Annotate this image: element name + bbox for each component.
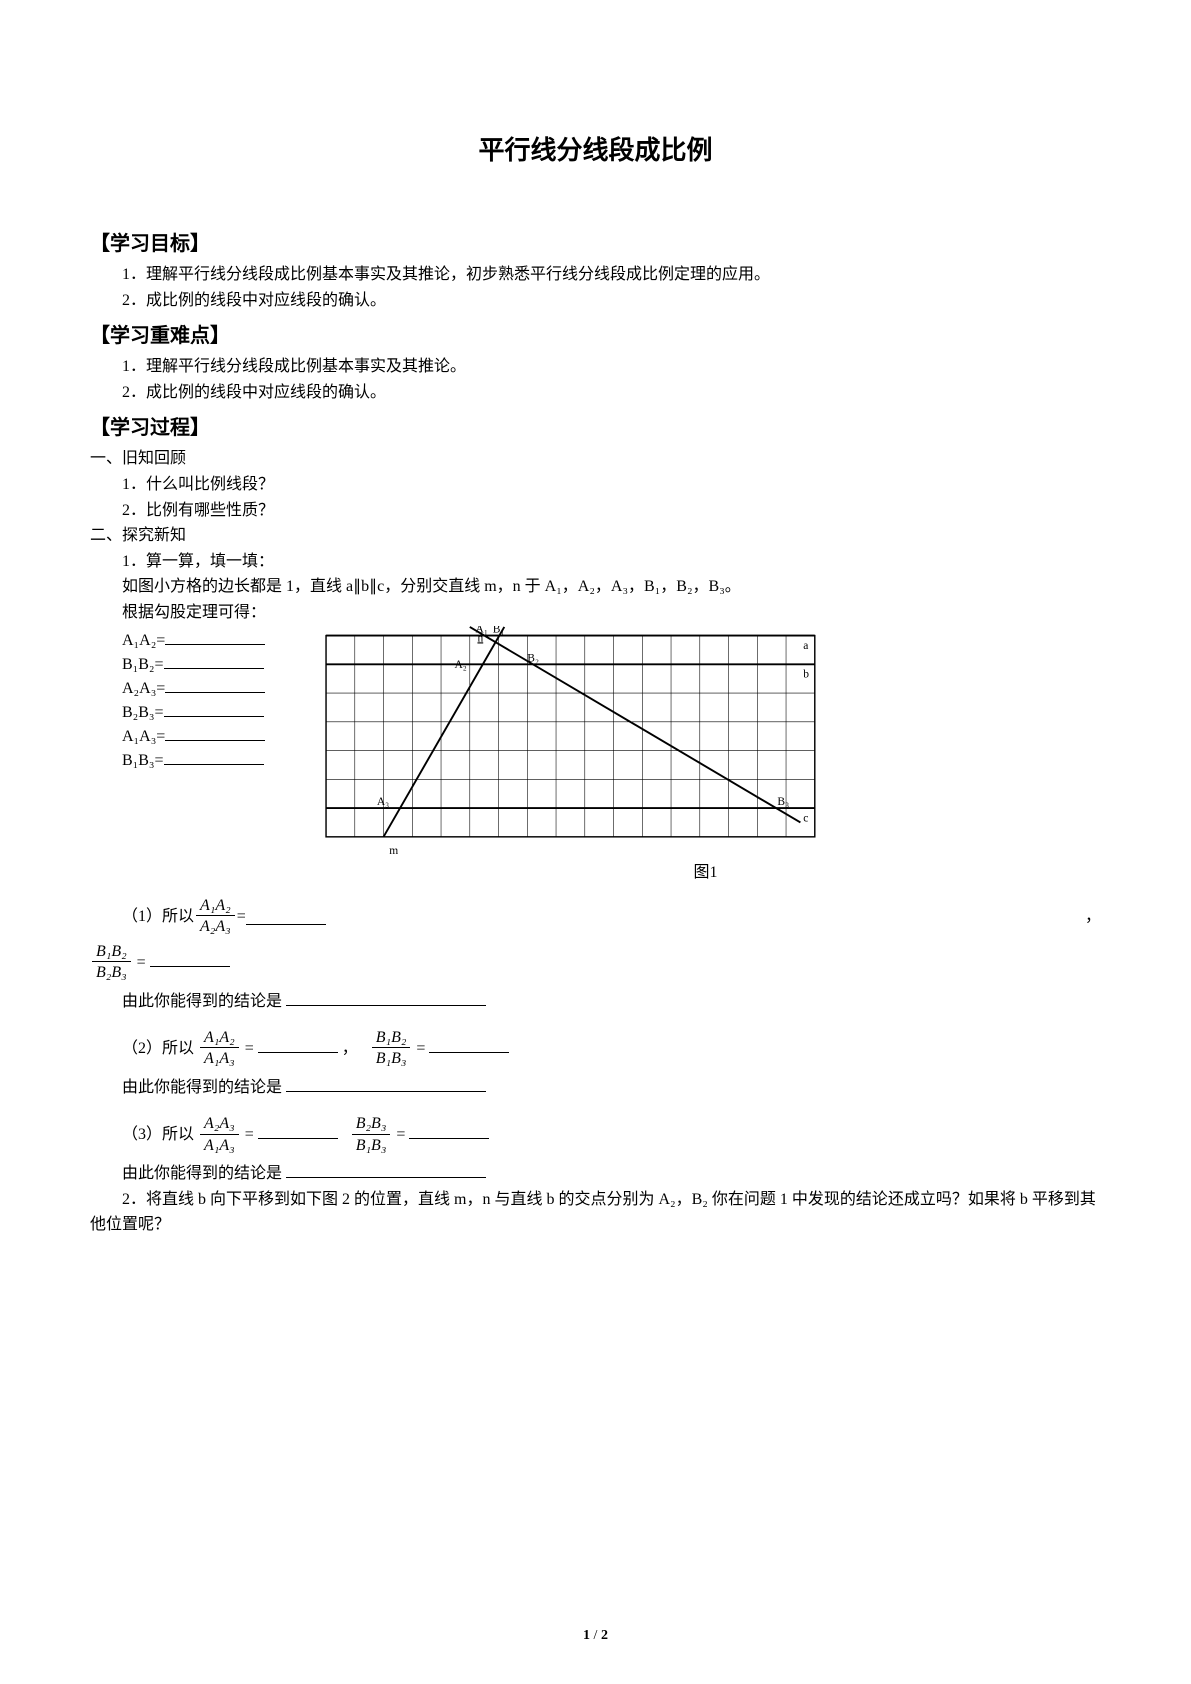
equals-sign: = — [416, 1040, 425, 1057]
goal-2: 2．成比例的线段中对应线段的确认。 — [90, 288, 1101, 314]
blank-input[interactable] — [165, 724, 265, 741]
blank-input[interactable] — [258, 1122, 338, 1139]
pythag-note: 根据勾股定理可得： — [90, 600, 1101, 626]
review-q1: 1．什么叫比例线段？ — [90, 472, 1101, 498]
conclusion-label: 由此你能得到的结论是 — [122, 1165, 282, 1182]
fill-a2a3: A₂A₃= — [122, 676, 290, 698]
fill-label: A₁A₃= — [122, 728, 165, 745]
blank-input[interactable] — [286, 1161, 486, 1178]
goals-heading: 【学习目标】 — [90, 227, 1101, 256]
conclusion-2: 由此你能得到的结论是 — [90, 1075, 1101, 1101]
blank-input[interactable] — [246, 908, 326, 925]
figure-1-caption: 图1 — [310, 858, 1101, 882]
fill-b1b2: B₁B₂= — [122, 652, 290, 674]
conclusion-3: 由此你能得到的结论是 — [90, 1161, 1101, 1187]
page-title: 平行线分线段成比例 — [90, 130, 1101, 167]
blank-input[interactable] — [165, 628, 265, 645]
question-1: （1）所以 A₁A₂ A₂A₃ = ， — [122, 896, 1101, 939]
blank-input[interactable] — [286, 989, 486, 1006]
svg-text:A₂: A₂ — [454, 659, 466, 671]
comma: ， — [1085, 899, 1101, 934]
difficulty-heading: 【学习重难点】 — [90, 319, 1101, 348]
fill-b2b3: B₂B₃= — [122, 700, 290, 722]
diff-2: 2．成比例的线段中对应线段的确认。 — [90, 380, 1101, 406]
svg-text:m: m — [389, 845, 398, 856]
blank-input[interactable] — [286, 1075, 486, 1092]
calc-intro: 如图小方格的边长都是 1，直线 a∥b∥c，分别交直线 m，n 于 A₁，A₂，… — [90, 574, 1101, 600]
part-2: 2．将直线 b 向下平移到如下图 2 的位置，直线 m，n 与直线 b 的交点分… — [90, 1187, 1101, 1238]
frac-b2b3-over-b1b3: B₂B₃ B₁B₃ — [352, 1114, 391, 1157]
calc-heading: 1．算一算，填一填： — [90, 549, 1101, 575]
svg-text:b: b — [803, 668, 809, 680]
diff-1: 1．理解平行线分线段成比例基本事实及其推论。 — [90, 354, 1101, 380]
conclusion-label: 由此你能得到的结论是 — [122, 1079, 282, 1096]
svg-text:c: c — [803, 812, 808, 824]
goal-1: 1．理解平行线分线段成比例基本事实及其推论，初步熟悉平行线分线段成比例定理的应用… — [90, 262, 1101, 288]
q1-prefix: （1）所以 — [122, 899, 194, 934]
fill-b1b3: B₁B₃= — [122, 748, 290, 770]
frac-a2a3-over-a1a3: A₂A₃ A₁A₃ — [200, 1114, 239, 1157]
figure-1-diagram: abcA₁A₂A₃B₁B₂B₃mn — [310, 626, 850, 856]
blank-input[interactable] — [164, 652, 264, 669]
blank-input[interactable] — [164, 748, 264, 765]
page-number: 1 / 2 — [0, 1628, 1191, 1644]
frac-b1b2-over-b2b3: B₁B₂ B₂B₃ — [92, 942, 131, 985]
svg-text:B₂: B₂ — [527, 652, 539, 664]
fill-a1a3: A₁A₃= — [122, 724, 290, 746]
svg-text:a: a — [803, 640, 808, 652]
blank-input[interactable] — [150, 950, 230, 967]
question-2: （2）所以 A₁A₂ A₁A₃ = ， B₁B₂ B₁B₃ = — [122, 1028, 1101, 1071]
explore-heading: 二、探究新知 — [90, 523, 1101, 549]
equals-sign: = — [137, 954, 146, 971]
frac-a1a2-over-a1a3: A₁A₂ A₁A₃ — [200, 1028, 239, 1071]
equals-sign: = — [237, 899, 246, 934]
svg-text:B₃: B₃ — [777, 796, 789, 808]
equals-sign: = — [245, 1126, 254, 1143]
blank-input[interactable] — [409, 1122, 489, 1139]
frac-a1a2-over-a2a3: A₁A₂ A₂A₃ — [196, 896, 235, 939]
svg-text:B₁: B₁ — [493, 626, 505, 636]
blank-input[interactable] — [164, 700, 264, 717]
fill-label: B₁B₂= — [122, 656, 164, 673]
fill-label: B₁B₃= — [122, 752, 164, 769]
process-heading: 【学习过程】 — [90, 411, 1101, 440]
fill-label: A₁A₂= — [122, 632, 165, 649]
question-1b: B₁B₂ B₂B₃ = — [90, 942, 1101, 985]
fill-a1a2: A₁A₂= — [122, 628, 290, 650]
review-heading: 一、旧知回顾 — [90, 446, 1101, 472]
conclusion-label: 由此你能得到的结论是 — [122, 993, 282, 1010]
svg-text:n: n — [477, 632, 483, 644]
conclusion-1: 由此你能得到的结论是 — [90, 989, 1101, 1015]
svg-text:A₃: A₃ — [377, 796, 389, 808]
fill-label: A₂A₃= — [122, 680, 165, 697]
fill-label: B₂B₃= — [122, 704, 164, 721]
frac-b1b2-over-b1b3: B₁B₂ B₁B₃ — [372, 1028, 411, 1071]
question-3: （3）所以 A₂A₃ A₁A₃ = B₂B₃ B₁B₃ = — [122, 1114, 1101, 1157]
q2-prefix: （2）所以 — [122, 1040, 194, 1057]
review-q2: 2．比例有哪些性质？ — [90, 498, 1101, 524]
blank-input[interactable] — [429, 1036, 509, 1053]
comma: ， — [342, 1040, 358, 1057]
blank-input[interactable] — [165, 676, 265, 693]
blank-input[interactable] — [258, 1036, 338, 1053]
equals-sign: = — [245, 1040, 254, 1057]
q3-prefix: （3）所以 — [122, 1126, 194, 1143]
equals-sign: = — [396, 1126, 405, 1143]
